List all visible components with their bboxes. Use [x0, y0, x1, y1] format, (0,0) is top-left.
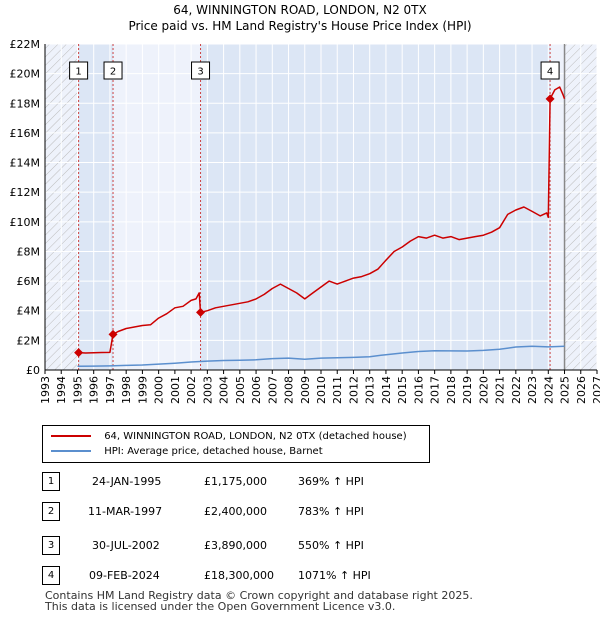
chart-title: 64, WINNINGTON ROAD, LONDON, N2 0TX Pric… [0, 2, 600, 34]
sale-date: 11-MAR-1997 [88, 505, 163, 518]
x-tick-label: 2011 [331, 376, 344, 404]
sale-date: 09-FEB-2024 [89, 569, 160, 582]
x-tick-label: 2021 [494, 376, 507, 404]
y-tick-label: £4M [17, 305, 41, 318]
y-tick-label: £0 [26, 364, 40, 377]
series-line-property [78, 86, 566, 354]
sale-label-box [103, 61, 123, 80]
sale-label-text: 3 [197, 67, 203, 78]
sale-hpi-change: 783% ↑ HPI [298, 505, 364, 518]
x-tick-label: 2027 [591, 376, 600, 404]
footer-licence: This data is licensed under the Open Gov… [45, 600, 396, 613]
x-tick-label: 2008 [283, 376, 296, 404]
x-tick-label: 2024 [542, 376, 555, 404]
x-tick-label: 2010 [315, 376, 328, 404]
sale-marker [108, 329, 118, 339]
sale-marker [545, 94, 555, 104]
sale-row: 3 30-JUL-2002 £3,890,000 550% ↑ HPI [42, 536, 462, 556]
no-data-hatch [45, 44, 79, 370]
sale-number: 3 [42, 536, 60, 555]
x-tick-label: 2015 [396, 376, 409, 404]
sale-hpi-change: 369% ↑ HPI [298, 475, 364, 488]
y-tick-label: £22M [10, 38, 41, 51]
sale-label-text: 4 [547, 67, 553, 78]
x-tick-label: 2013 [364, 376, 377, 404]
y-tick-label: £8M [17, 245, 41, 258]
sale-label-text: 1 [75, 67, 81, 78]
x-tick-label: 1999 [136, 376, 149, 404]
x-tick-label: 1996 [88, 376, 101, 404]
sale-hpi-change: 1071% ↑ HPI [298, 569, 371, 582]
x-tick-label: 2025 [559, 376, 572, 404]
x-tick-label: 1997 [104, 376, 117, 404]
footer-copyright: Contains HM Land Registry data © Crown c… [45, 589, 473, 602]
ownership-shade [78, 44, 114, 370]
legend-label-hpi: HPI: Average price, detached house, Barn… [104, 446, 323, 457]
title-line-2: Price paid vs. HM Land Registry's House … [128, 19, 472, 33]
sale-date: 30-JUL-2002 [92, 539, 160, 552]
sale-hpi-change: 550% ↑ HPI [298, 539, 364, 552]
y-tick-label: £10M [10, 216, 41, 229]
sale-number: 2 [42, 502, 60, 521]
y-tick-label: £14M [10, 157, 41, 170]
footer: Contains HM Land Registry data © Crown c… [45, 590, 473, 612]
sale-marker [196, 307, 206, 317]
x-tick-label: 1993 [39, 376, 52, 404]
legend-swatch-property [51, 435, 91, 437]
x-tick-label: 1994 [55, 376, 68, 404]
legend-label-property: 64, WINNINGTON ROAD, LONDON, N2 0TX (det… [104, 431, 407, 442]
sale-date: 24-JAN-1995 [92, 475, 162, 488]
legend-swatch-hpi [51, 450, 91, 452]
sale-marker [74, 348, 84, 358]
sale-price: £3,890,000 [204, 539, 267, 552]
y-tick-label: £18M [10, 97, 41, 110]
x-tick-label: 2012 [347, 376, 360, 404]
x-tick-label: 2007 [266, 376, 279, 404]
sale-label-box [191, 61, 211, 80]
x-tick-label: 2004 [218, 376, 231, 404]
x-tick-label: 2017 [429, 376, 442, 404]
x-tick-label: 2022 [510, 376, 523, 404]
y-tick-label: £2M [17, 334, 41, 347]
x-tick-label: 2006 [250, 376, 263, 404]
y-tick-label: £20M [10, 68, 41, 81]
x-tick-label: 2018 [445, 376, 458, 404]
sale-label-box [540, 61, 560, 80]
ownership-shade [200, 44, 551, 370]
y-tick-label: £6M [17, 275, 41, 288]
x-tick-label: 2019 [461, 376, 474, 404]
title-line-1: 64, WINNINGTON ROAD, LONDON, N2 0TX [173, 3, 427, 17]
sale-label-box [69, 61, 89, 80]
sale-row: 2 11-MAR-1997 £2,400,000 783% ↑ HPI [42, 502, 462, 522]
sale-price: £1,175,000 [204, 475, 267, 488]
sale-number: 4 [42, 566, 60, 585]
x-tick-label: 1995 [71, 376, 84, 404]
y-tick-label: £16M [10, 127, 41, 140]
sale-price: £2,400,000 [204, 505, 267, 518]
legend-item-property: 64, WINNINGTON ROAD, LONDON, N2 0TX (det… [51, 430, 407, 444]
sale-label-text: 2 [110, 67, 116, 78]
x-tick-label: 2026 [575, 376, 588, 404]
sale-row: 1 24-JAN-1995 £1,175,000 369% ↑ HPI [42, 472, 462, 492]
x-tick-label: 2003 [201, 376, 214, 404]
x-tick-label: 2014 [380, 376, 393, 404]
x-tick-label: 2020 [477, 376, 490, 404]
x-tick-label: 2009 [299, 376, 312, 404]
price-chart: 1 2 3 4 £0 £2M £4M £6M £8M £10M £12M £14M £16M £18M £… [10, 38, 600, 404]
sale-row: 4 09-FEB-2024 £18,300,000 1071% ↑ HPI [42, 566, 462, 586]
x-tick-label: 2002 [185, 376, 198, 404]
sale-number: 1 [42, 472, 60, 491]
y-tick-label: £12M [10, 186, 41, 199]
sale-price: £18,300,000 [204, 569, 274, 582]
x-tick-label: 2023 [526, 376, 539, 404]
x-tick-label: 2001 [169, 376, 182, 404]
series-line-hpi [77, 345, 565, 368]
x-tick-label: 2016 [412, 376, 425, 404]
x-tick-label: 1998 [120, 376, 133, 404]
legend: 64, WINNINGTON ROAD, LONDON, N2 0TX (det… [42, 425, 430, 463]
x-tick-label: 2000 [153, 376, 166, 404]
x-tick-label: 2005 [234, 376, 247, 404]
legend-item-hpi: HPI: Average price, detached house, Barn… [51, 445, 323, 459]
